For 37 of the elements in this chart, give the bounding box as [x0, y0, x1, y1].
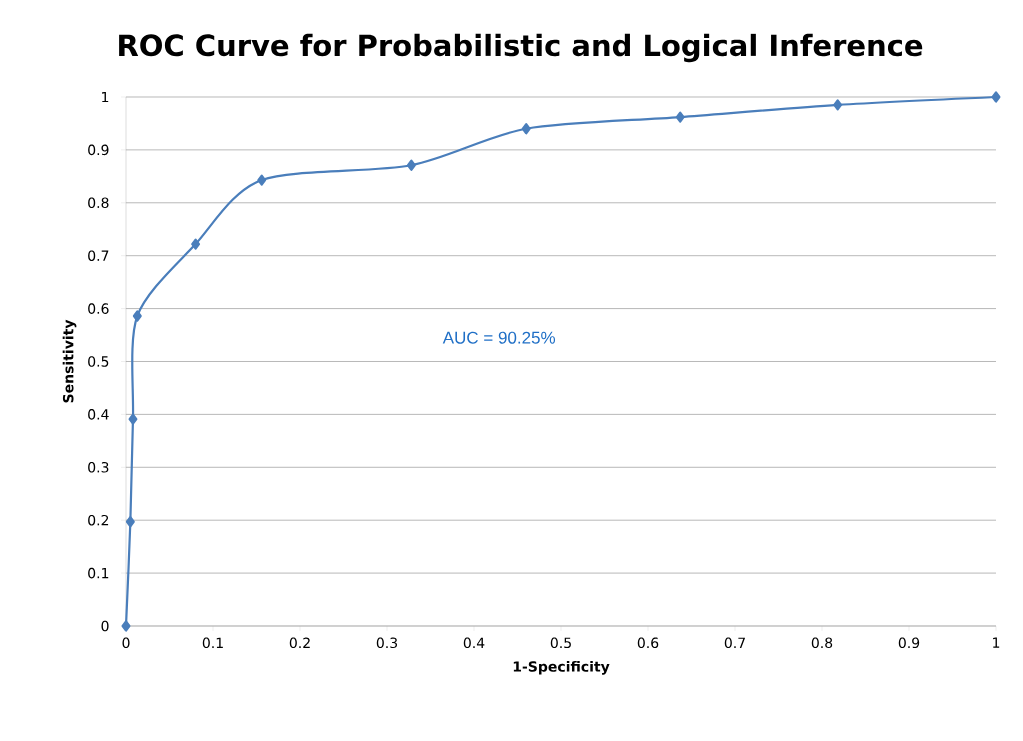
point [191, 238, 201, 250]
y-tick-label: 0.4 [88, 409, 109, 420]
point [675, 111, 685, 123]
y-tick-label: 0.5 [88, 356, 109, 367]
y-tick-label: 1 [102, 91, 109, 103]
point [132, 310, 142, 322]
x-tick-label: 0.5 [550, 637, 571, 649]
x-tick-label: 1 [993, 637, 1000, 648]
y-tick-label: 0.8 [88, 197, 109, 209]
point [121, 620, 131, 632]
x-tick-label: 0.9 [898, 637, 920, 649]
y-tick-label: 0.2 [88, 514, 109, 526]
x-tick-label: 0.4 [463, 637, 485, 649]
y-tick-label: 0.6 [88, 303, 109, 314]
x-tick-label: 0.3 [376, 637, 398, 649]
y-tick-label: 0.1 [88, 567, 109, 579]
x-tick-label: 0 [122, 637, 130, 649]
point [128, 413, 138, 425]
annotation: AUC = 90.25% [442, 331, 556, 344]
y-axis-title: Sensitivity [62, 319, 77, 403]
point [991, 91, 1001, 103]
x-tick-label: 0.1 [202, 637, 223, 649]
point [521, 123, 531, 135]
x-tick-label: 0.7 [724, 637, 745, 649]
x-tick-label: 0.8 [811, 637, 833, 649]
x-tick-label: 0.6 [637, 637, 659, 649]
y-tick-label: 0.9 [88, 144, 109, 156]
x-tick-label: 0.2 [289, 637, 310, 649]
y-tick-label: 0.3 [88, 461, 109, 473]
y-tick-label: 0.7 [88, 250, 109, 261]
point [406, 159, 416, 171]
x-axis-title: 1-Specificity [513, 660, 610, 675]
point [257, 174, 267, 186]
y-tick-label: 0 [101, 620, 109, 632]
point [833, 99, 843, 111]
point [125, 516, 135, 528]
chart-title: ROC Curve for Probabilistic and Logical Inference [119, 33, 923, 63]
